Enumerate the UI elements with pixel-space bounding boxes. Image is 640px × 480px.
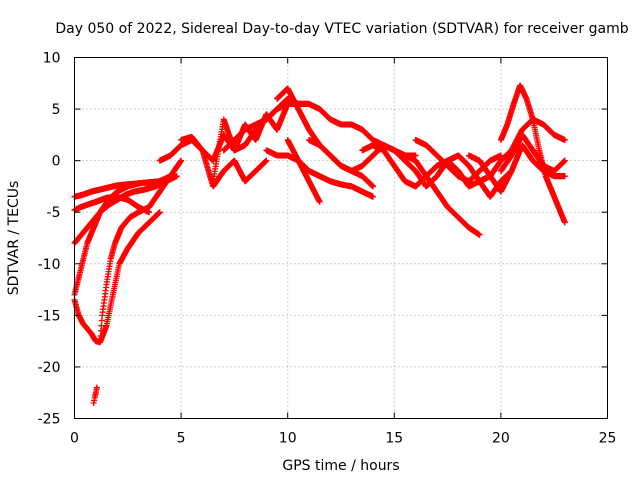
series-track-6 [97,157,185,345]
data-point [173,173,180,180]
series-track-7 [90,384,100,407]
x-tick-label: 20 [492,431,510,447]
data-points [71,82,568,407]
y-tick-label: -15 [38,308,61,324]
y-tick-label: -25 [38,412,61,428]
x-tick-label: 10 [279,431,297,447]
data-point [178,157,185,164]
data-point [97,327,104,334]
series-track-5 [71,180,142,298]
y-tick-label: 0 [52,154,61,170]
y-tick-label: -10 [38,257,61,273]
x-tick-label: 5 [177,431,186,447]
grid-lines [74,57,608,419]
x-axis-label: GPS time / hours [282,458,399,474]
x-tick-label: 25 [599,431,617,447]
data-point [93,384,100,391]
y-tick-label: -20 [38,360,61,376]
y-tick-label: 5 [52,102,61,118]
data-point [97,332,104,339]
x-tick-label: 15 [385,431,403,447]
data-point [98,322,105,329]
y-tick-label: 10 [43,51,61,67]
data-point [263,157,270,164]
series-track-13 [284,137,323,205]
data-point [98,317,105,324]
y-axis-label: SDTVAR / TECUs [6,181,22,296]
chart-title: Day 050 of 2022, Sidereal Day-to-day VTE… [55,21,628,37]
series-track-4 [71,209,163,346]
series-track-9 [178,133,270,190]
data-point [97,338,104,345]
y-tick-label: -5 [47,205,61,221]
data-point [135,180,142,187]
x-tick-label: 0 [70,431,79,447]
data-point [156,209,163,216]
